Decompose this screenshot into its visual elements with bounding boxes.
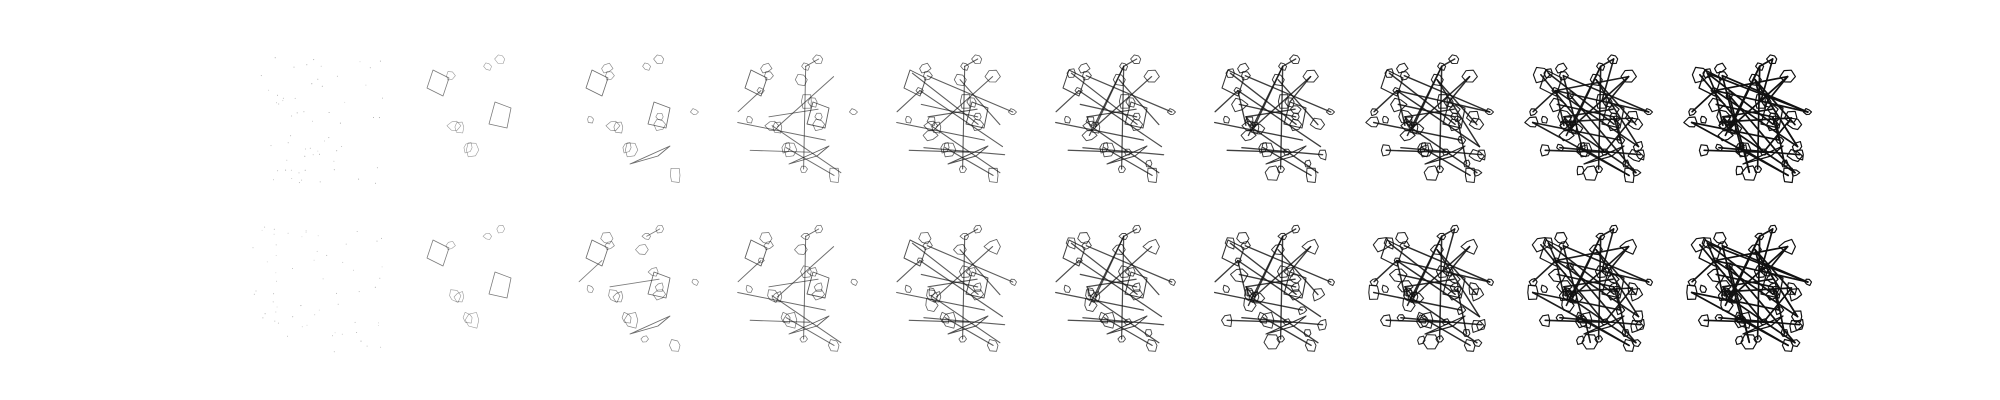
sketch-frame-bottom-4 bbox=[729, 222, 861, 354]
sketch-frame-bottom-1 bbox=[252, 222, 384, 354]
sketch-frame-bottom-3 bbox=[570, 222, 702, 354]
sketch-frame-top-9 bbox=[1524, 52, 1656, 184]
sketch-frame-bottom-2 bbox=[411, 222, 543, 354]
sketch-frame-top-6 bbox=[1047, 52, 1179, 184]
sketch-frame-top-1 bbox=[252, 52, 384, 184]
sketch-frame-bottom-5 bbox=[888, 222, 1020, 354]
sketch-frame-top-5 bbox=[888, 52, 1020, 184]
sketch-frame-top-3 bbox=[570, 52, 702, 184]
sketch-frame-bottom-7 bbox=[1206, 222, 1338, 354]
sketch-frame-top-8 bbox=[1365, 52, 1497, 184]
sketch-frame-top-4 bbox=[729, 52, 861, 184]
sketch-frame-bottom-6 bbox=[1047, 222, 1179, 354]
sketch-frame-top-7 bbox=[1206, 52, 1338, 184]
sketch-frame-top-10 bbox=[1683, 52, 1815, 184]
sketch-frame-bottom-9 bbox=[1524, 222, 1656, 354]
sketch-frame-bottom-10 bbox=[1683, 222, 1815, 354]
sketch-frame-bottom-8 bbox=[1365, 222, 1497, 354]
sketch-frame-top-2 bbox=[411, 52, 543, 184]
